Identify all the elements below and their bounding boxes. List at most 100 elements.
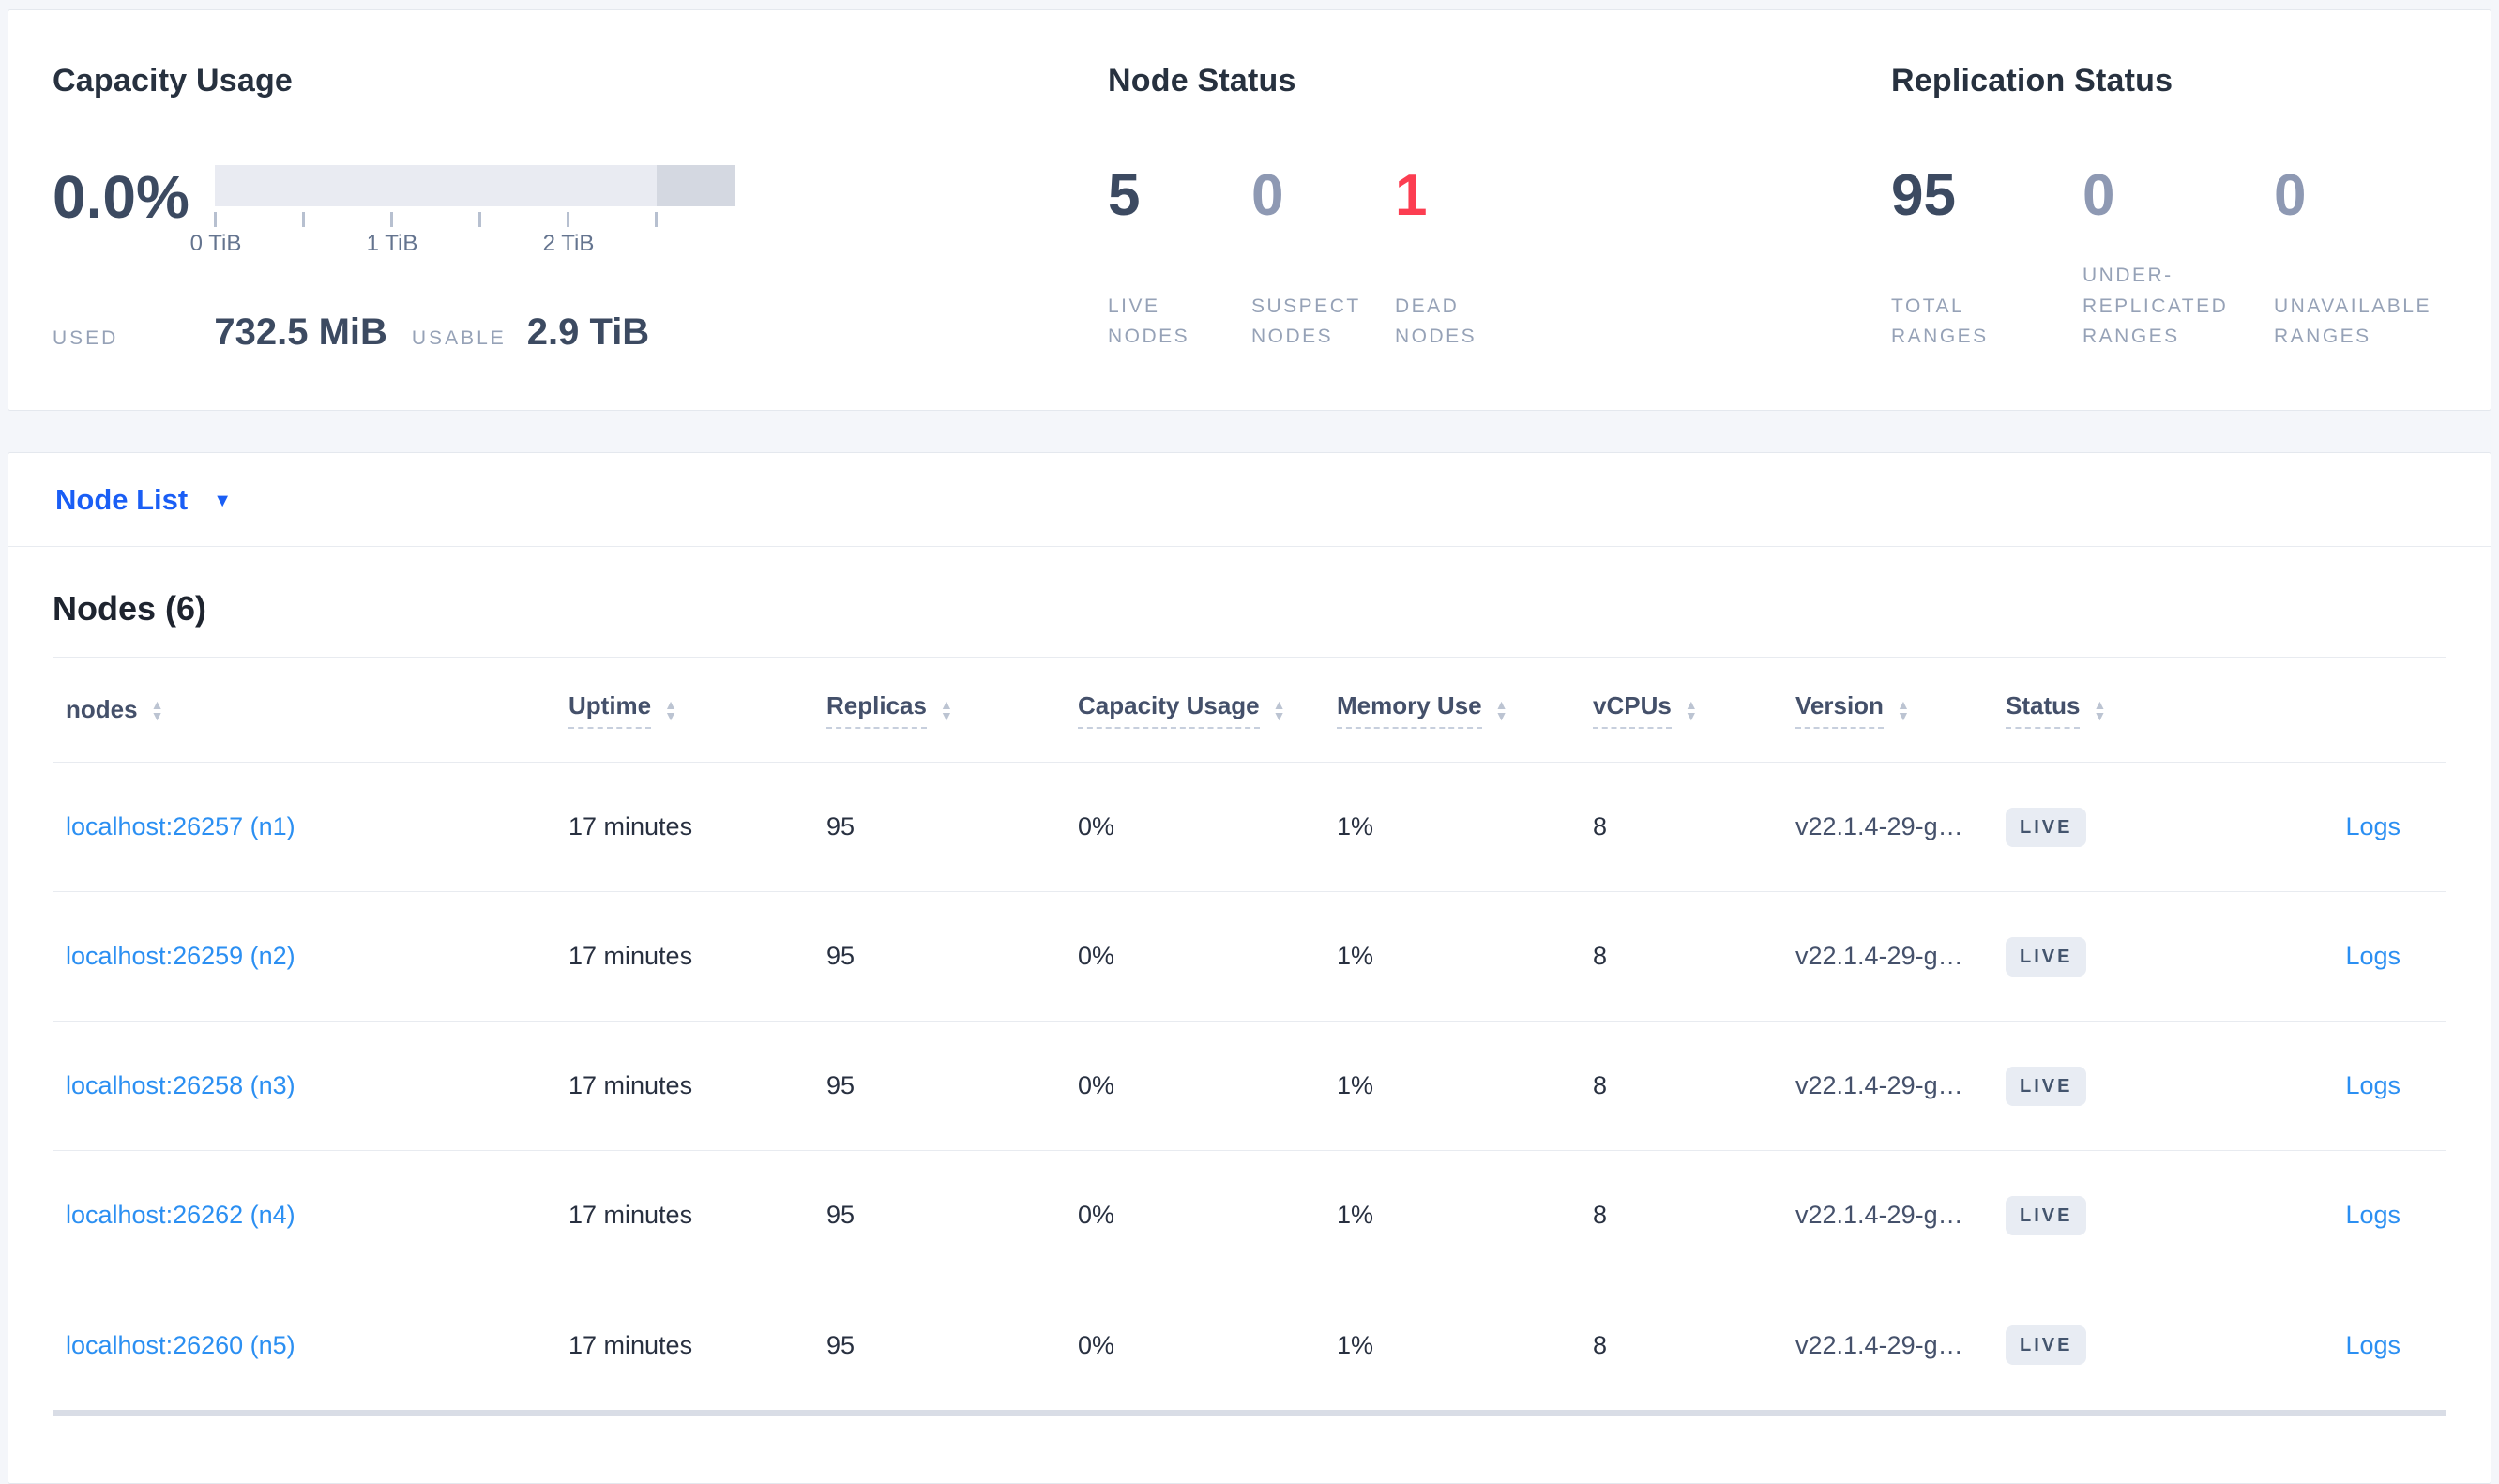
capacity-cell: 0% <box>1078 1330 1115 1359</box>
sort-down-icon: ▼ <box>150 707 164 723</box>
sort-arrows-icon[interactable]: ▲ ▼ <box>1896 696 1910 723</box>
metric-number: 95 <box>1891 163 1956 228</box>
used-label: USED <box>53 327 119 349</box>
memory-cell: 1% <box>1337 942 1374 970</box>
sort-arrows-icon[interactable]: ▲ ▼ <box>1494 696 1508 723</box>
capacity-usage-section: Capacity Usage 0.0% 0 TiB 1 TiB 2 TiB USED… <box>53 10 1108 410</box>
column-header-nodes[interactable]: nodes ▲ ▼ <box>53 695 568 724</box>
sort-up-icon: ▲ <box>1896 696 1910 712</box>
logs-link[interactable]: Logs <box>2345 942 2401 970</box>
sort-down-icon: ▼ <box>1272 707 1286 723</box>
uptime-cell: 17 minutes <box>568 1201 693 1229</box>
table-body: localhost:26257 (n1) 17 minutes 95 0% 1% 8 v22… <box>53 763 2446 1410</box>
logs-link[interactable]: Logs <box>2345 1201 2401 1229</box>
vcpus-cell: 8 <box>1593 1330 1608 1359</box>
table-row: localhost:26257 (n1) 17 minutes 95 0% 1% 8 v22… <box>53 763 2446 892</box>
sort-arrows-icon[interactable]: ▲ ▼ <box>939 696 953 722</box>
node-status-labels: LIVE NODES SUSPECT NODES DEAD NODES <box>1108 259 1891 353</box>
node-link[interactable]: localhost:26258 (n3) <box>66 1071 295 1099</box>
table-header-row: nodes ▲ ▼ Uptime ▲ ▼ Replicas ▲ ▼ Capacity Usage ▲… <box>53 658 2446 763</box>
replicas-cell: 95 <box>826 1071 856 1099</box>
capacity-axis-label: 1 TiB <box>366 231 418 256</box>
node-cell: localhost:26258 (n3) <box>53 1071 568 1100</box>
node-link[interactable]: localhost:26260 (n5) <box>66 1330 295 1359</box>
logs-link[interactable]: Logs <box>2345 812 2401 840</box>
replication-status-section: Replication Status 95 0 0 TOTAL RANGES UNDE… <box>1891 10 2491 410</box>
sort-up-icon: ▲ <box>1272 696 1286 712</box>
capacity-axis-labels: 0 TiB 1 TiB 2 TiB <box>190 229 735 257</box>
capacity-tick-mark <box>655 212 658 227</box>
usable-value: 2.9 TiB <box>526 311 650 353</box>
capacity-cell: 0% <box>1078 812 1115 840</box>
table-row: localhost:26258 (n3) 17 minutes 95 0% 1% 8 v22… <box>53 1022 2446 1151</box>
uptime-cell: 17 minutes <box>568 942 693 970</box>
capacity-chart: 0.0% 0 TiB 1 TiB 2 TiB <box>53 165 1108 257</box>
sort-down-icon: ▼ <box>1684 707 1698 723</box>
node-link[interactable]: localhost:26257 (n1) <box>66 812 295 840</box>
capacity-cell: 0% <box>1078 1071 1115 1099</box>
column-header-replicas[interactable]: Replicas ▲ ▼ <box>826 691 1078 729</box>
logs-link[interactable]: Logs <box>2345 1330 2401 1359</box>
sort-up-icon: ▲ <box>939 696 953 712</box>
capacity-tick-mark <box>214 212 217 227</box>
version-cell: v22.1.4-29-g… <box>1795 1071 1963 1099</box>
vcpus-cell: 8 <box>1593 942 1608 970</box>
column-header-uptime[interactable]: Uptime ▲ ▼ <box>568 691 826 729</box>
logs-cell: Logs <box>2337 1071 2446 1100</box>
uptime-cell: 17 minutes <box>568 1330 693 1359</box>
sort-down-icon: ▼ <box>1896 707 1910 723</box>
column-header-status[interactable]: Status ▲ ▼ <box>2006 691 2337 729</box>
sort-arrows-icon[interactable]: ▲ ▼ <box>1272 696 1286 723</box>
status-cell: LIVE <box>2006 1066 2337 1106</box>
logs-cell: Logs <box>2337 1201 2446 1230</box>
sort-arrows-icon[interactable]: ▲ ▼ <box>2093 696 2107 722</box>
metric-number: 5 <box>1108 163 1141 228</box>
replication-status-title: Replication Status <box>1891 63 2173 98</box>
capacity-bar-reserved-segment <box>657 165 735 206</box>
node-link[interactable]: localhost:26259 (n2) <box>66 942 295 970</box>
table-top-divider <box>53 657 2446 658</box>
replication-status-values: 95 0 0 <box>1891 167 2491 225</box>
capacity-tick-mark <box>390 212 393 227</box>
column-header-memory-use[interactable]: Memory Use ▲ ▼ <box>1337 691 1593 729</box>
column-header-vcpus[interactable]: vCPUs ▲ ▼ <box>1593 691 1795 729</box>
memory-cell: 1% <box>1337 812 1374 840</box>
status-cell: LIVE <box>2006 807 2337 847</box>
node-link[interactable]: localhost:26262 (n4) <box>66 1201 295 1229</box>
logs-cell: Logs <box>2337 1331 2446 1360</box>
table-row: localhost:26260 (n5) 17 minutes 95 0% 1% 8 v22… <box>53 1280 2446 1410</box>
usable-label: USABLE <box>411 327 507 349</box>
column-header-label: nodes <box>66 695 138 723</box>
capacity-axis-label: 2 TiB <box>542 231 595 256</box>
metric-value: 0 <box>2082 167 2274 225</box>
node-cell: localhost:26260 (n5) <box>53 1331 568 1360</box>
replicas-cell: 95 <box>826 812 856 840</box>
sort-arrows-icon[interactable]: ▲ ▼ <box>1684 698 1698 723</box>
sort-down-icon: ▼ <box>1494 707 1508 723</box>
node-cell: localhost:26259 (n2) <box>53 942 568 971</box>
vcpus-cell: 8 <box>1593 1071 1608 1099</box>
node-cell: localhost:26257 (n1) <box>53 812 568 841</box>
sort-arrows-icon[interactable]: ▲ ▼ <box>664 698 677 722</box>
logs-link[interactable]: Logs <box>2345 1071 2401 1099</box>
metric-label: LIVE NODES <box>1108 295 1190 348</box>
logs-cell: Logs <box>2337 812 2446 841</box>
metric-number: 0 <box>2082 163 2115 228</box>
metric-number: 0 <box>1251 163 1284 228</box>
view-selector-dropdown[interactable]: Node List ▼ <box>55 483 232 517</box>
column-header-capacity-usage[interactable]: Capacity Usage ▲ ▼ <box>1078 691 1337 729</box>
version-cell: v22.1.4-29-g… <box>1795 1201 1963 1229</box>
column-header-version[interactable]: Version ▲ ▼ <box>1795 691 2006 729</box>
sort-up-icon: ▲ <box>1494 696 1508 712</box>
replication-status-labels: TOTAL RANGES UNDER- REPLICATED RANGES UNAV… <box>1891 259 2491 353</box>
sort-arrows-icon[interactable]: ▲ ▼ <box>150 698 164 723</box>
metric-value: 1 <box>1395 167 1538 225</box>
metric-label: UNDER- REPLICATED RANGES <box>2082 265 2229 348</box>
replicas-cell: 95 <box>826 942 856 970</box>
sort-up-icon: ▲ <box>2093 696 2107 712</box>
cluster-overview-page: Capacity Usage 0.0% 0 TiB 1 TiB 2 TiB USED… <box>0 9 2499 1484</box>
status-badge: LIVE <box>2006 807 2087 847</box>
table-row: localhost:26262 (n4) 17 minutes 95 0% 1% 8 v22… <box>53 1151 2446 1280</box>
column-header-label: Version <box>1795 691 1884 729</box>
